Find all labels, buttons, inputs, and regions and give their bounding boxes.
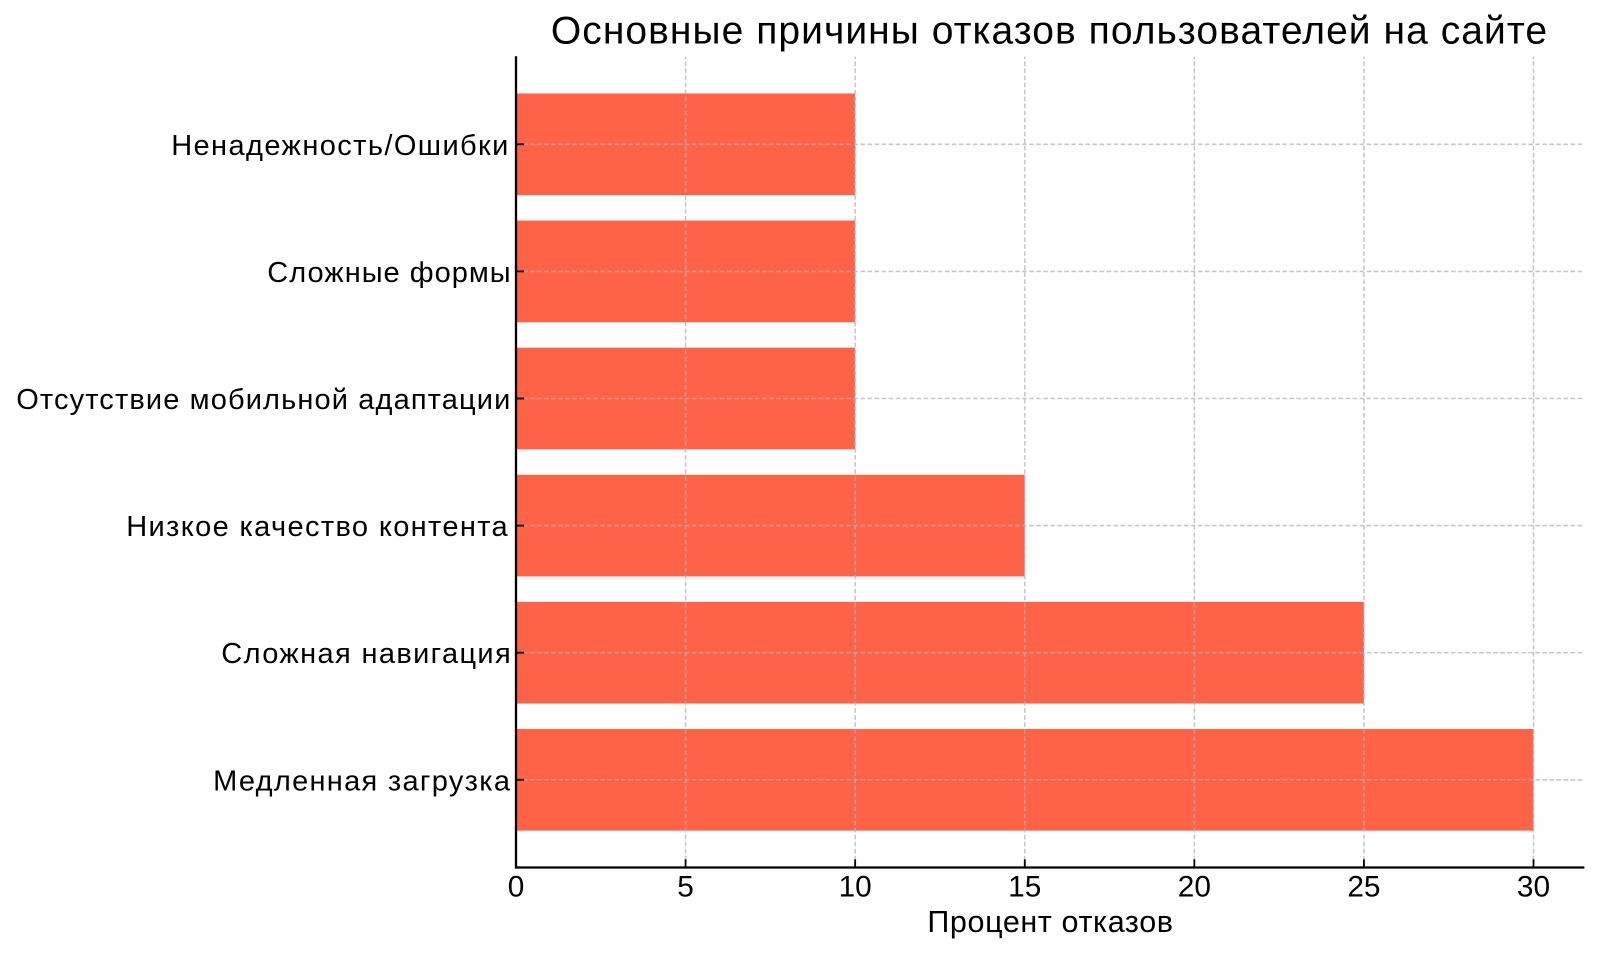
svg-text:Ненадежность/Ошибки: Ненадежность/Ошибки [171, 130, 510, 162]
svg-text:5: 5 [677, 871, 694, 904]
svg-text:30: 30 [1517, 871, 1550, 904]
svg-text:15: 15 [1008, 871, 1041, 904]
svg-text:0: 0 [508, 871, 525, 904]
svg-text:Медленная загрузка: Медленная загрузка [213, 765, 511, 797]
svg-text:20: 20 [1178, 871, 1211, 904]
svg-text:Отсутствие мобильной адаптации: Отсутствие мобильной адаптации [16, 384, 511, 416]
svg-text:Основные причины отказов польз: Основные причины отказов пользователей н… [551, 10, 1548, 53]
svg-text:10: 10 [839, 871, 872, 904]
svg-text:Сложная навигация: Сложная навигация [221, 638, 512, 670]
svg-text:Процент отказов: Процент отказов [927, 905, 1173, 939]
svg-text:Низкое качество контента: Низкое качество контента [126, 511, 509, 543]
svg-text:25: 25 [1347, 871, 1380, 904]
svg-text:Сложные формы: Сложные формы [267, 257, 511, 289]
